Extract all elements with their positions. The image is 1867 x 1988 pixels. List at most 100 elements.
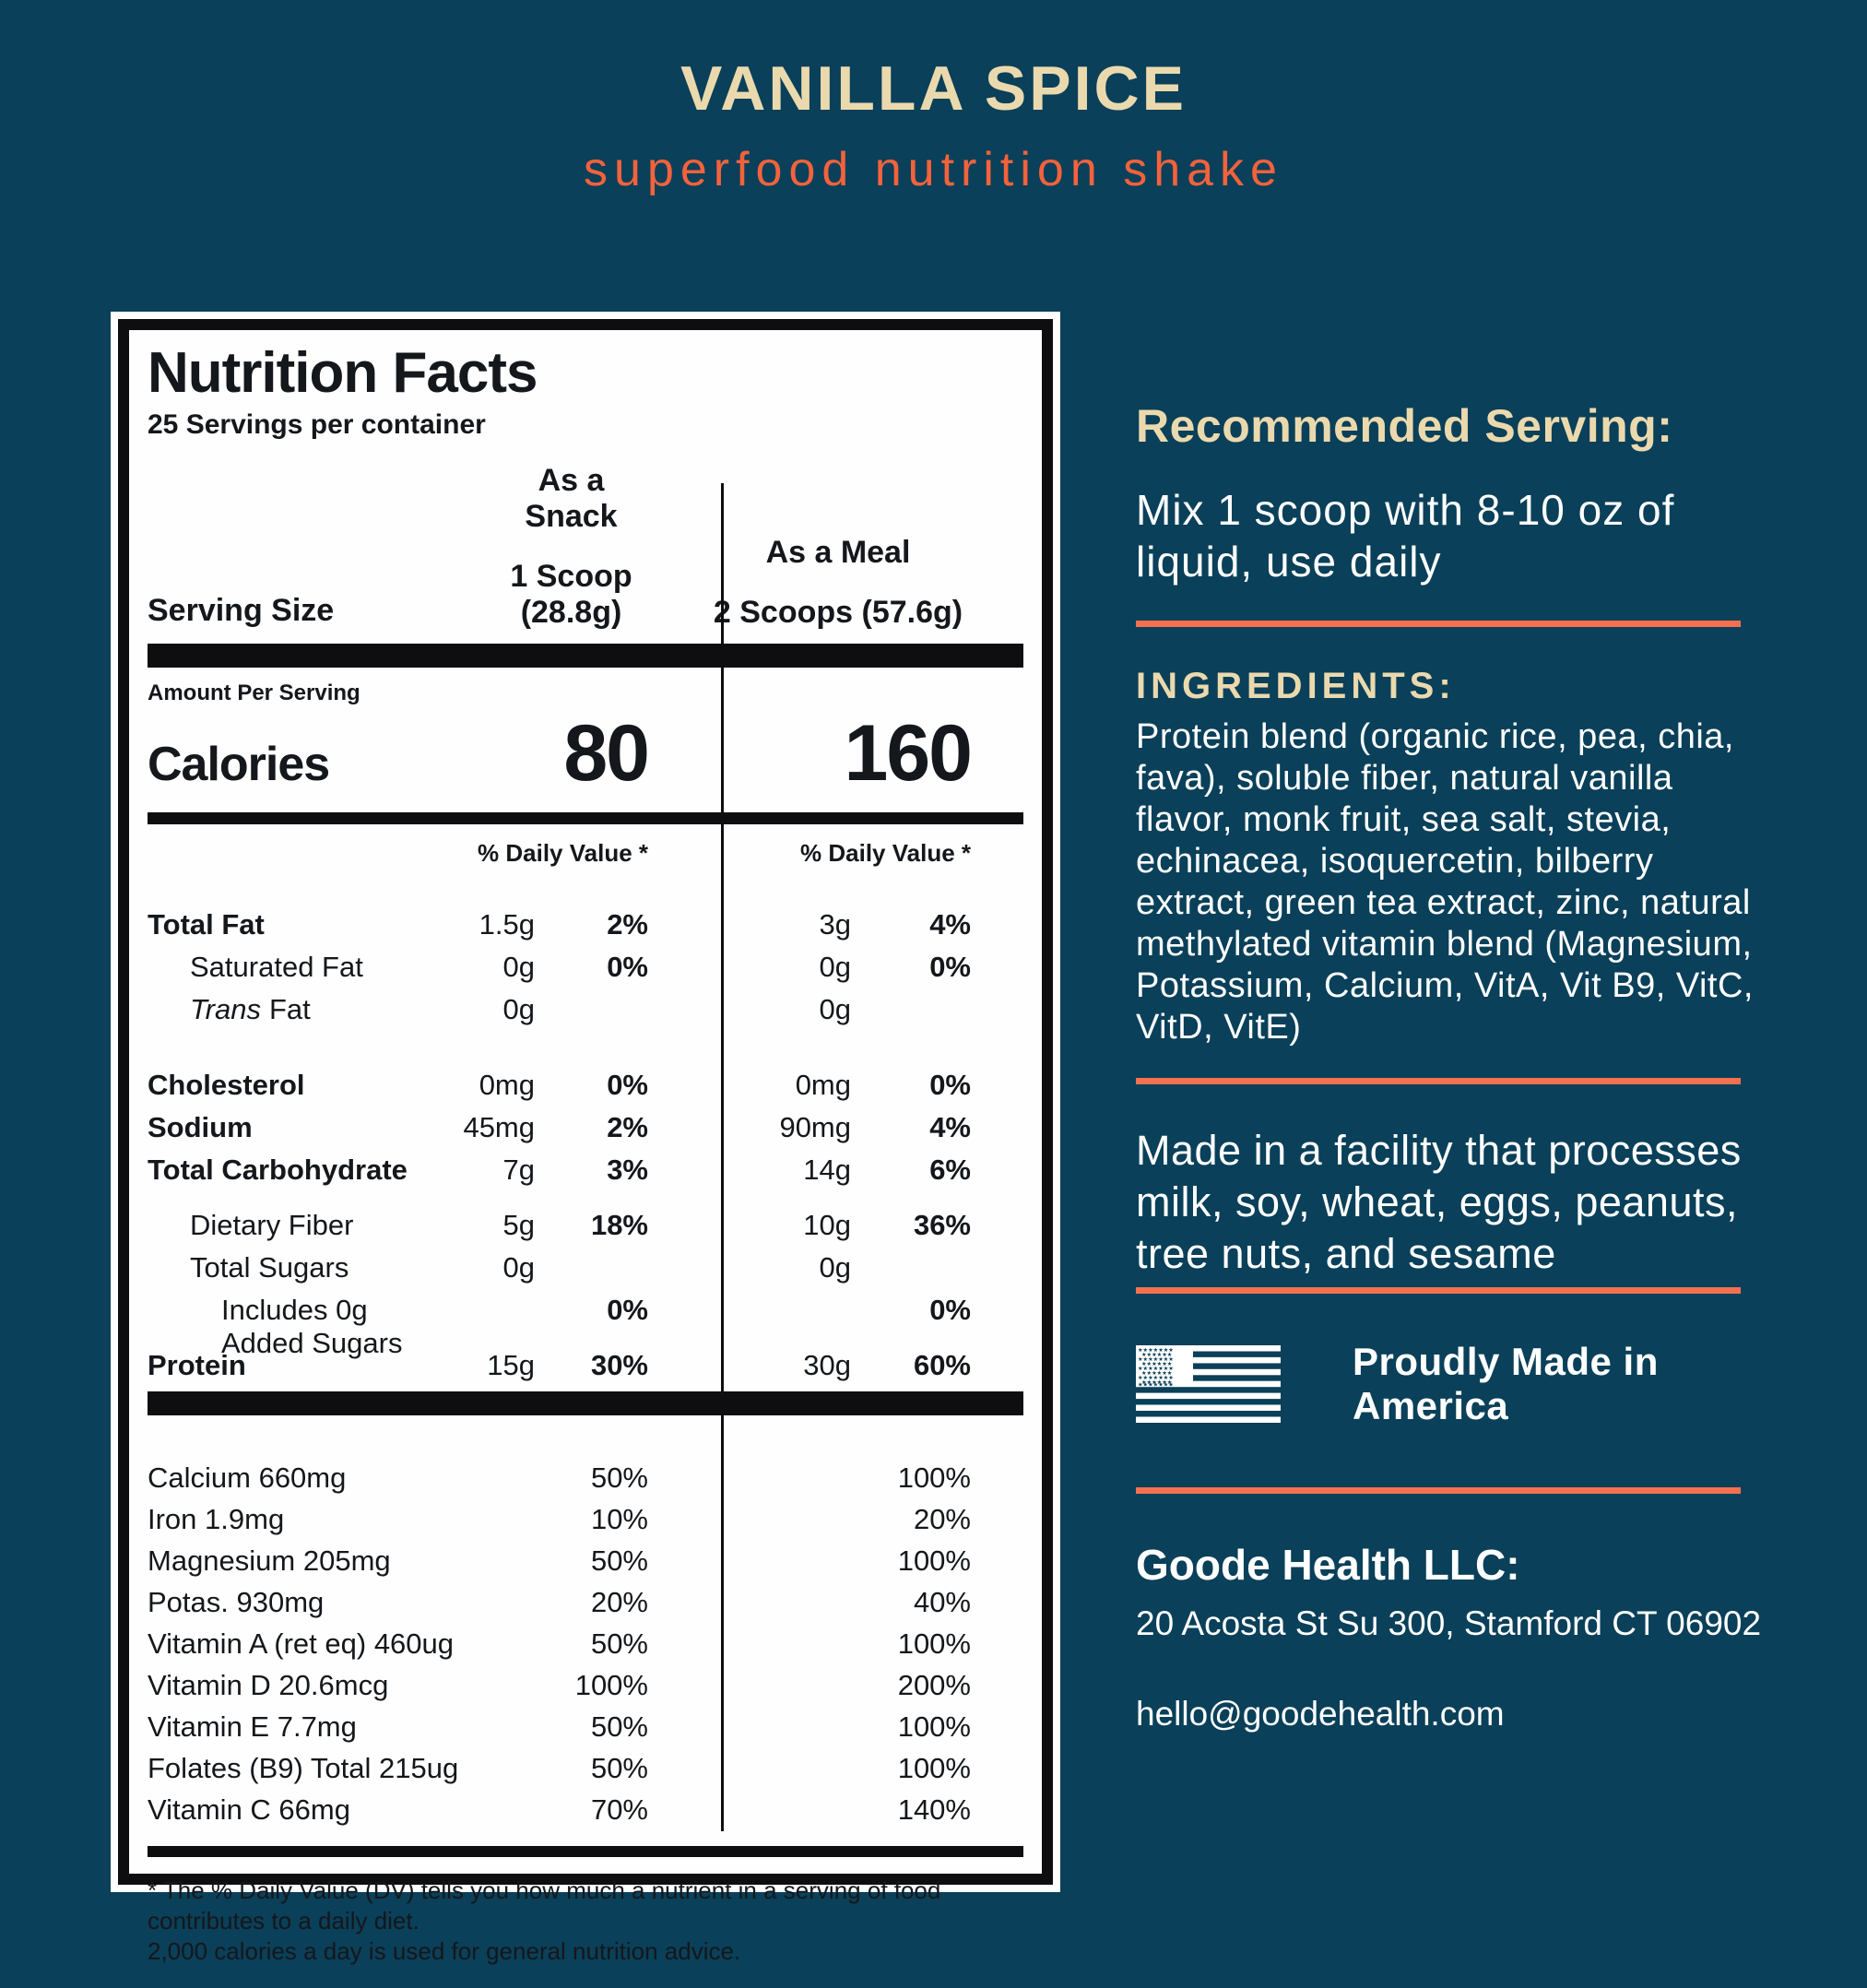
nutrient-name: Includes 0g Added Sugars — [221, 1294, 403, 1359]
nutrient-percent-meal: 6% — [929, 1154, 971, 1186]
nutrient-amount-snack: 1.5g — [479, 908, 535, 941]
micronutrient-percent-snack: 100% — [574, 1669, 648, 1701]
recommended-serving-text: Mix 1 scoop with 8-10 oz of liquid, use … — [1136, 486, 1675, 586]
svg-text:★★★★★★: ★★★★★★ — [1141, 1352, 1173, 1358]
calories-label: Calories — [148, 738, 330, 791]
nutrient-name: Protein — [148, 1349, 246, 1381]
nutrient-row: Protein 15g 30% 30g 60% — [148, 1349, 1023, 1391]
nutrient-row: Total Fat 1.5g 2% 3g 4% — [148, 908, 1023, 951]
company-email: hello@goodehealth.com — [1136, 1695, 1505, 1733]
micronutrient-name: Iron 1.9mg — [148, 1503, 285, 1535]
nutrient-percent-snack: 0% — [607, 951, 648, 983]
micronutrient-row: Vitamin C 66mg 70% 140% — [148, 1793, 1023, 1835]
product-header: VANILLA SPICE superfood nutrition shake — [0, 57, 1867, 194]
nutrient-amount-meal: 10g — [803, 1209, 851, 1241]
recommended-serving-heading: Recommended Serving: — [1136, 400, 1673, 452]
separator-bar-thick — [148, 644, 1023, 668]
nutrient-row: Total Sugars 0g 0g — [148, 1251, 1023, 1294]
nutrient-percent-meal: 4% — [929, 908, 971, 941]
daily-value-header-row: % Daily Value * % Daily Value * — [148, 839, 1023, 868]
nutrient-percent-snack: 2% — [607, 1111, 648, 1143]
micronutrient-percent-snack: 50% — [590, 1627, 648, 1660]
svg-text:★★★★★★★: ★★★★★★★ — [1138, 1347, 1174, 1354]
nutrient-amount-snack: 0g — [502, 993, 535, 1025]
orange-divider-1 — [1136, 621, 1741, 627]
micronutrient-name: Vitamin C 66mg — [148, 1793, 350, 1826]
micronutrient-percent-meal: 200% — [897, 1669, 971, 1701]
svg-text:★★★★★★: ★★★★★★ — [1141, 1361, 1173, 1367]
micronutrient-row: Vitamin A (ret eq) 460ug 50% 100% — [148, 1627, 1023, 1669]
daily-value-header-snack: % Daily Value * — [478, 839, 648, 867]
company-address: 20 Acosta St Su 300, Stamford CT 06902 — [1136, 1604, 1762, 1642]
snack-serving-size: 1 Scoop (28.8g) — [510, 559, 632, 630]
nutrient-amount-meal: 14g — [803, 1154, 851, 1186]
micronutrient-name: Vitamin E 7.7mg — [148, 1710, 357, 1743]
micronutrient-percent-snack: 50% — [590, 1544, 648, 1577]
nutrient-amount-meal: 30g — [803, 1349, 851, 1381]
nutrient-amount-meal: 0g — [819, 951, 851, 983]
nutrient-amount-snack: 15g — [487, 1349, 535, 1381]
micronutrient-percent-snack: 20% — [590, 1586, 648, 1618]
nutrient-name: Dietary Fiber — [190, 1209, 354, 1241]
product-title: VANILLA SPICE — [679, 53, 1188, 124]
nutrient-percent-meal: 0% — [929, 951, 971, 983]
orange-divider-4 — [1136, 1487, 1741, 1494]
calories-meal-value: 160 — [844, 709, 974, 798]
nutrient-name: Total Fat — [148, 908, 265, 941]
calories-snack-value: 80 — [563, 709, 650, 798]
nutrient-name: Total Carbohydrate — [148, 1154, 408, 1186]
micronutrient-percent-meal: 100% — [897, 1752, 971, 1784]
meal-serving-size: 2 Scoops (57.6g) — [713, 595, 963, 630]
nutrient-percent-snack: 30% — [590, 1349, 648, 1381]
nutrient-percent-snack: 2% — [607, 908, 648, 941]
nutrient-percent-snack: 0% — [607, 1069, 648, 1101]
ingredients-text: Protein blend (organic rice, pea, chia, … — [1136, 717, 1754, 1047]
company-info: Goode Health LLC: 20 Acosta St Su 300, S… — [1136, 1540, 1763, 1734]
daily-value-header-meal: % Daily Value * — [800, 839, 971, 867]
micronutrient-percent-snack: 50% — [590, 1710, 648, 1743]
nutrient-row: Dietary Fiber 5g 18% 10g 36% — [148, 1209, 1023, 1251]
snack-context: As a Snack — [525, 463, 618, 534]
nutrient-percent-snack: 0% — [607, 1294, 648, 1326]
micronutrient-row: Folates (B9) Total 215ug 50% 100% — [148, 1752, 1023, 1793]
separator-bar-medium — [148, 812, 1023, 824]
nutrient-row: Saturated Fat 0g 0% 0g 0% — [148, 951, 1023, 993]
micronutrient-name: Vitamin D 20.6mcg — [148, 1669, 389, 1701]
micronutrients-body: Calcium 660mg 50% 100% Iron 1.9mg 10% 20… — [148, 1461, 1023, 1835]
micronutrient-percent-snack: 50% — [590, 1752, 648, 1784]
product-subtitle: superfood nutrition shake — [584, 143, 1283, 196]
nutrient-amount-meal: 0mg — [795, 1069, 851, 1101]
footnote-line-1: * The % Daily Value (DV) tells you how m… — [148, 1876, 941, 1935]
nutrient-percent-meal: 0% — [929, 1069, 971, 1101]
svg-text:★★★★★★★: ★★★★★★★ — [1138, 1356, 1174, 1363]
separator-bar-thin — [148, 1846, 1023, 1857]
nutrient-amount-snack: 0g — [502, 1251, 535, 1284]
micronutrient-row: Calcium 660mg 50% 100% — [148, 1461, 1023, 1503]
nutrition-facts-title: Nutrition Facts — [148, 341, 538, 405]
micronutrient-percent-meal: 100% — [897, 1544, 971, 1577]
micronutrient-name: Calcium 660mg — [148, 1461, 347, 1494]
allergen-statement: Made in a facility that processes milk, … — [1136, 1127, 1742, 1277]
nutrients-body: Total Fat 1.5g 2% 3g 4% Saturated Fat 0g… — [148, 908, 1023, 1391]
ingredients-heading: INGREDIENTS: — [1136, 666, 1456, 706]
micronutrient-name: Folates (B9) Total 215ug — [148, 1752, 459, 1784]
nutrient-percent-meal: 0% — [929, 1294, 971, 1326]
serving-size-label: Serving Size — [148, 593, 335, 628]
nutrient-row: Includes 0g Added Sugars 0% 0% — [148, 1294, 1023, 1359]
column-header-meal: As a Meal 2 Scoops (57.6g) — [648, 535, 971, 631]
nutrient-amount-snack: 45mg — [463, 1111, 535, 1143]
nutrient-amount-meal: 90mg — [779, 1111, 851, 1143]
svg-text:★★★★★★★: ★★★★★★★ — [1138, 1366, 1174, 1372]
nutrient-row: Sodium 45mg 2% 90mg 4% — [148, 1111, 1023, 1154]
micronutrient-row: Vitamin E 7.7mg 50% 100% — [148, 1710, 1023, 1752]
micronutrient-row: Vitamin D 20.6mcg 100% 200% — [148, 1669, 1023, 1710]
micronutrient-percent-meal: 100% — [897, 1461, 971, 1494]
nutrient-row: Trans Fat 0g 0g — [148, 993, 1023, 1035]
orange-divider-3 — [1136, 1287, 1741, 1294]
micronutrient-percent-snack: 70% — [590, 1793, 648, 1826]
orange-divider-2 — [1136, 1078, 1741, 1084]
nutrient-amount-snack: 5g — [502, 1209, 535, 1241]
nutrient-amount-snack: 0g — [502, 951, 535, 983]
nutrient-name: Trans Fat — [190, 993, 311, 1025]
